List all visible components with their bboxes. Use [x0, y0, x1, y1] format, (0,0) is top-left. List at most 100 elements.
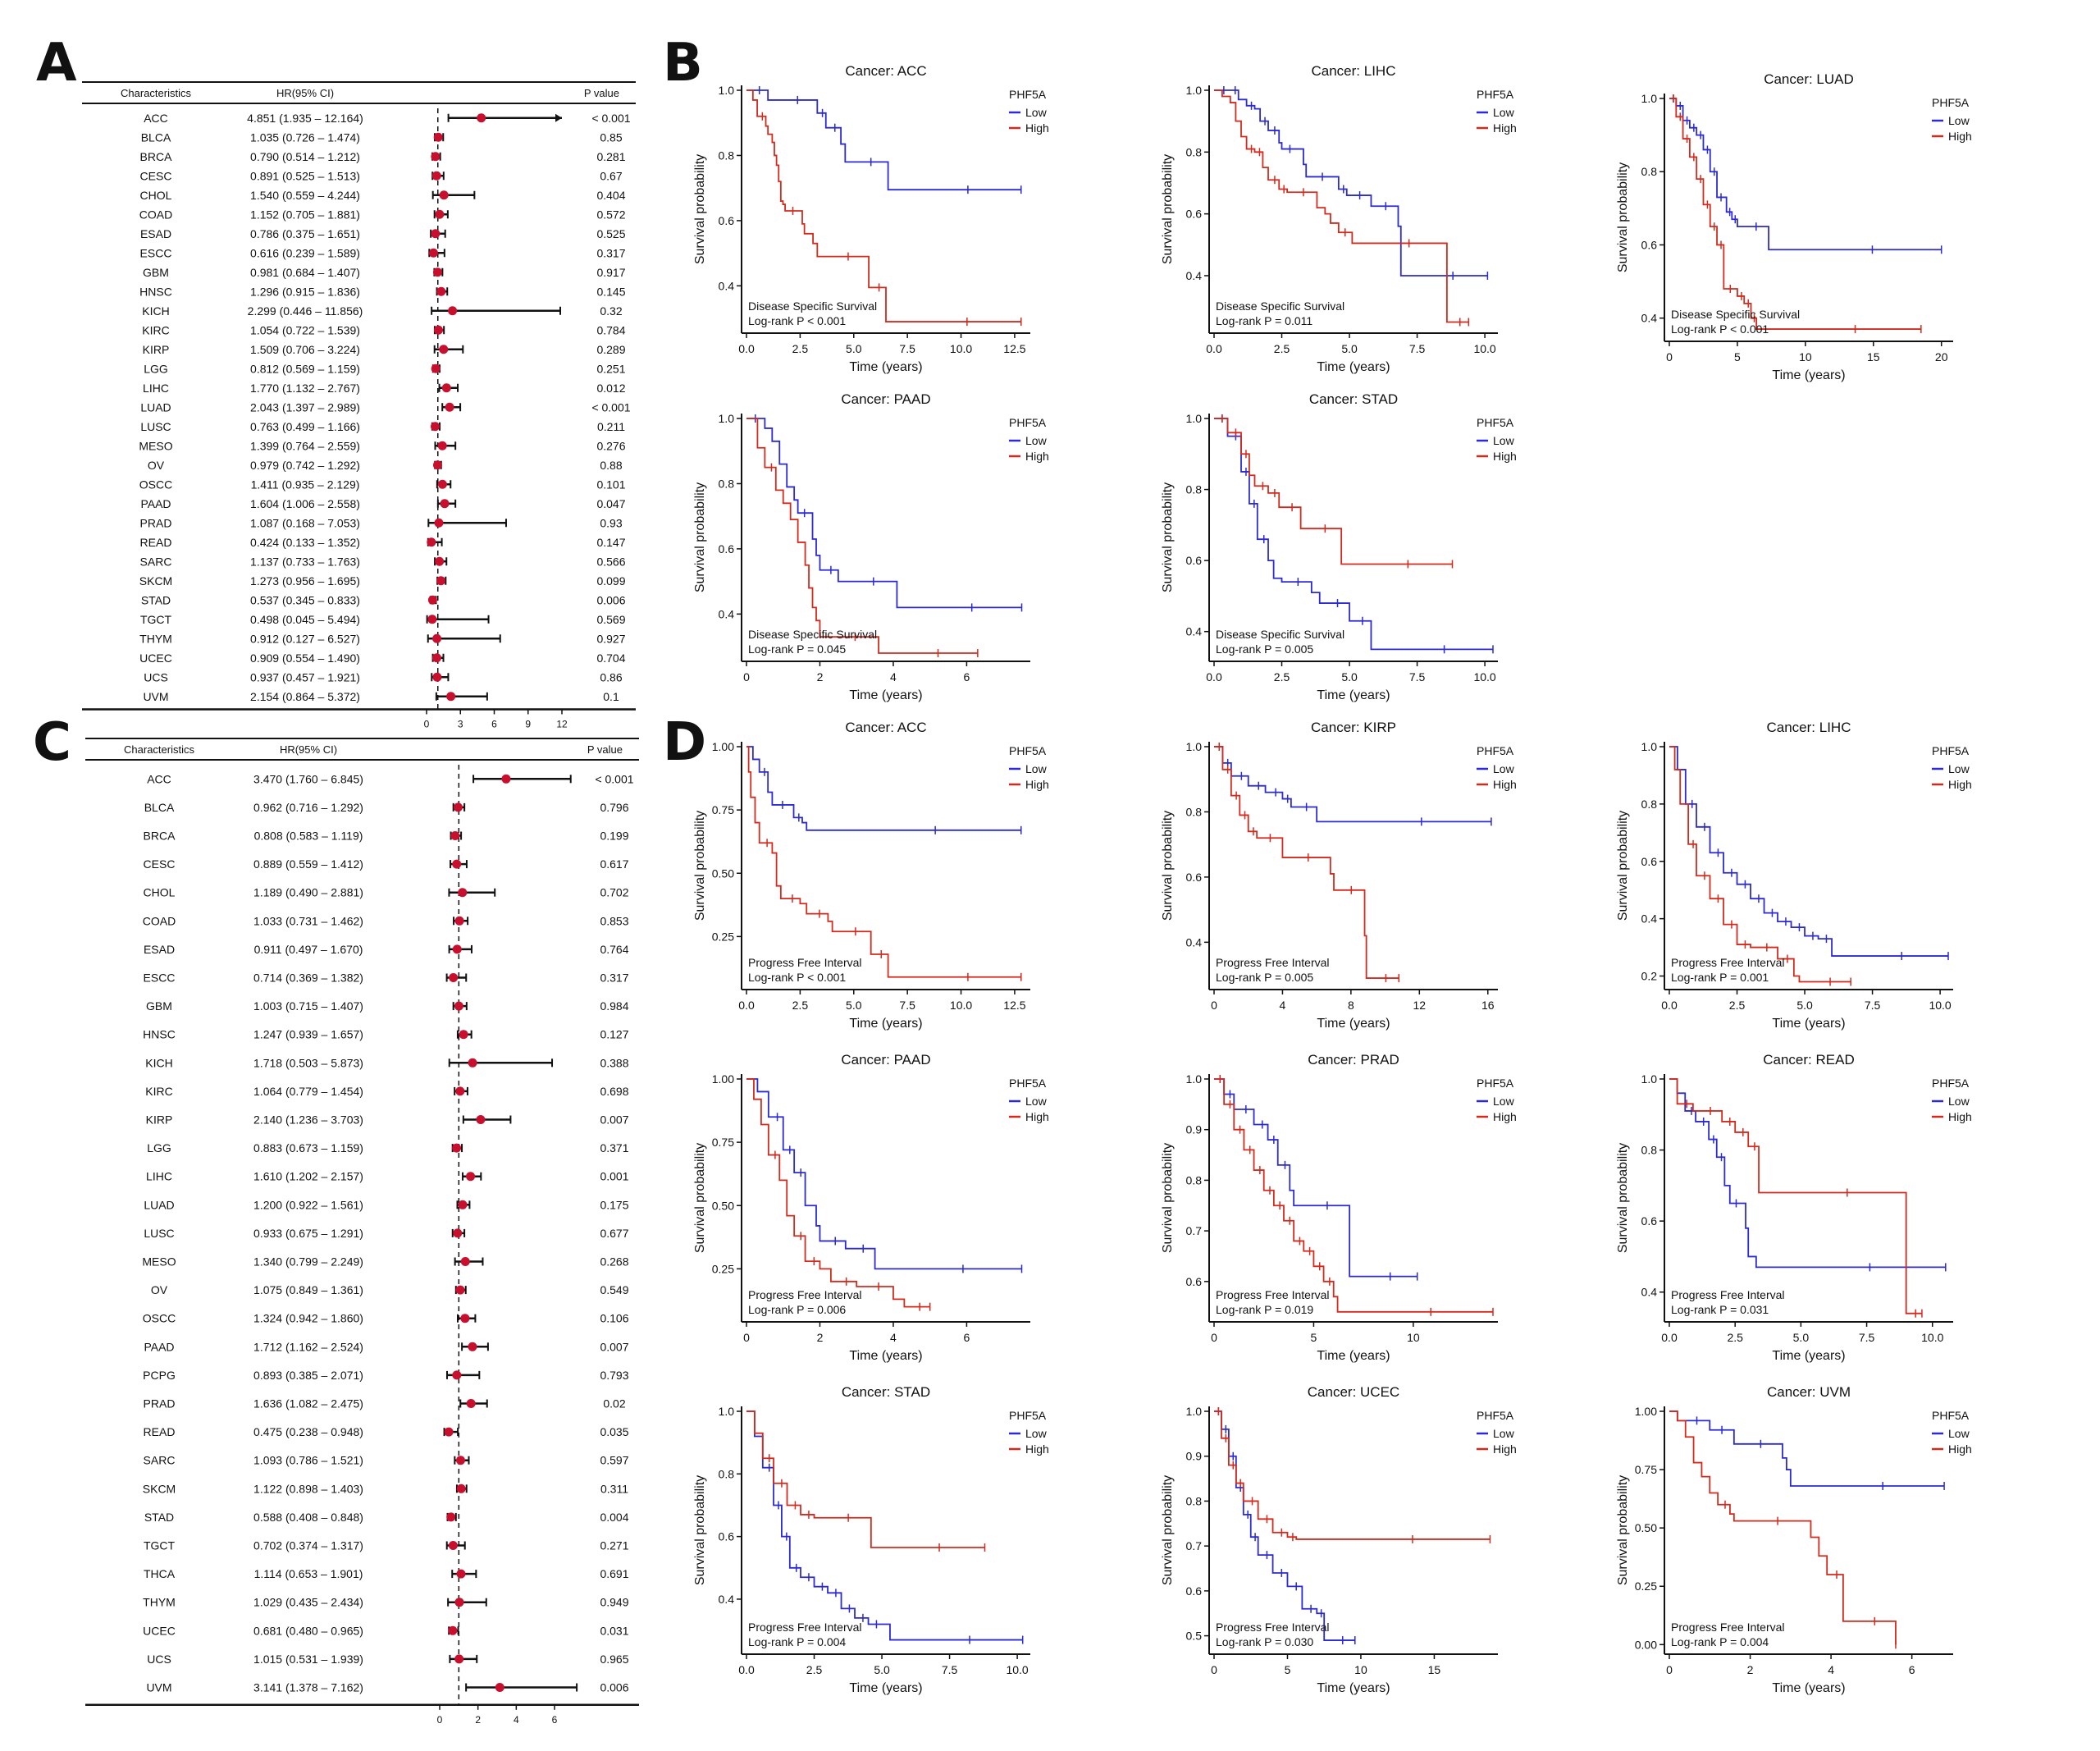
row-p-value: < 0.001: [591, 112, 630, 125]
hr-point: [458, 1200, 468, 1209]
x-tick-label: 20: [1935, 350, 1948, 363]
x-tick-label: 5: [1285, 1663, 1291, 1676]
x-tick-label: 6: [964, 1331, 970, 1344]
plot-title: Cancer: UVM: [1767, 1384, 1851, 1400]
curve-high: [1214, 89, 1469, 323]
y-tick-label: 0.4: [1641, 1286, 1658, 1299]
legend-label-high: High: [1948, 778, 1972, 791]
curve-high: [1214, 746, 1399, 979]
y-tick-label: 0.75: [712, 1136, 734, 1149]
hr-point: [455, 1086, 465, 1096]
x-tick-label: 0: [743, 1331, 750, 1344]
plot-title: Cancer: LIHC: [1312, 63, 1396, 79]
row-p-value: 0.311: [600, 1482, 628, 1495]
row-hr-label: 2.154 (0.864 – 5.372): [250, 690, 360, 703]
legend-label-low: Low: [1493, 1095, 1515, 1108]
row-p-value: 0.147: [596, 536, 625, 549]
row-hr-label: 1.273 (0.956 – 1.695): [250, 574, 360, 587]
x-tick-label: 0.0: [1206, 670, 1222, 683]
forest-row: KICH 2.299 (0.446 – 11.856) 0.32: [142, 304, 623, 318]
row-cancer-label: SKCM: [139, 574, 172, 587]
row-p-value: 0.035: [600, 1425, 628, 1438]
row-hr-label: 1.718 (0.503 – 5.873): [253, 1056, 363, 1069]
x-tick-label: 10.0: [1006, 1663, 1028, 1676]
row-cancer-label: LGG: [144, 362, 168, 375]
endpoint-annotation: Disease Specific Survival: [1216, 299, 1344, 313]
plot-title: Cancer: LIHC: [1767, 720, 1851, 735]
row-p-value: 0.099: [596, 574, 625, 587]
x-tick-label: 0: [424, 719, 430, 730]
y-axis-label: Survival probability: [693, 482, 707, 592]
y-tick-label: 1.00: [712, 740, 734, 753]
y-tick-label: 1.0: [1186, 1072, 1203, 1086]
row-hr-label: 1.324 (0.942 – 1.860): [253, 1312, 363, 1325]
y-tick-label: 1.0: [719, 84, 735, 97]
forest-row: ACC 3.470 (1.760 – 6.845) < 0.001: [147, 772, 634, 785]
hr-point: [427, 615, 437, 624]
legend-label-low: Low: [1493, 434, 1515, 447]
row-cancer-label: ACC: [147, 772, 171, 785]
row-hr-label: 3.141 (1.378 – 7.162): [253, 1681, 363, 1694]
row-cancer-label: KIRC: [142, 323, 169, 336]
y-tick-label: 0.50: [1635, 1521, 1657, 1534]
x-axis-label: Time (years): [1772, 1349, 1845, 1363]
km-plot: Cancer: READ 0.4 0.6 0.8 1.0 0.0 2.5 5.0 7.5 10.0…: [1604, 1046, 2014, 1374]
legend-label-high: High: [1493, 121, 1517, 135]
row-cancer-label: HNSC: [143, 1028, 176, 1041]
legend-title: PHF5A: [1477, 744, 1514, 757]
curve-high: [746, 1410, 985, 1548]
forest-row: KICH 1.718 (0.503 – 5.873) 0.388: [145, 1056, 628, 1069]
x-tick-label: 5.0: [1341, 342, 1358, 355]
x-tick-label: 6: [1909, 1663, 1915, 1676]
y-tick-label: 0.6: [719, 542, 735, 555]
forest-row: PRAD 1.636 (1.082 – 2.475) 0.02: [144, 1397, 626, 1410]
pvalue-annotation: Log-rank P = 0.005: [1216, 971, 1313, 984]
x-tick-label: 10: [1354, 1663, 1367, 1676]
forest-row: BRCA 0.790 (0.514 – 1.212) 0.281: [140, 150, 626, 163]
row-hr-label: 0.937 (0.457 – 1.921): [250, 670, 360, 683]
y-tick-label: 0.2: [1641, 970, 1658, 983]
x-tick-label: 10: [1407, 1331, 1420, 1344]
hr-point: [466, 1172, 476, 1182]
forest-row: ESAD 0.786 (0.375 – 1.651) 0.525: [140, 227, 626, 240]
x-tick-label: 8: [1348, 999, 1354, 1012]
x-axis-label: Time (years): [1772, 368, 1845, 382]
legend-label-low: Low: [1948, 762, 1970, 775]
row-hr-label: 0.891 (0.525 – 1.513): [250, 169, 360, 182]
forest-row: CESC 0.891 (0.525 – 1.513) 0.67: [140, 169, 623, 182]
y-tick-label: 0.4: [1186, 269, 1203, 282]
forest-plot-os: Characteristics HR(95% CI) P value ACC 4.851…: [82, 74, 636, 756]
curve-high: [1669, 98, 1921, 330]
row-cancer-label: READ: [144, 1425, 176, 1438]
curve-low: [1214, 1410, 1355, 1641]
y-axis-label: Survival probability: [1161, 482, 1175, 592]
x-tick-label: 3: [458, 719, 463, 730]
row-p-value: 0.86: [600, 670, 622, 683]
row-cancer-label: SARC: [144, 1454, 176, 1467]
forest-row: BRCA 0.808 (0.583 – 1.119) 0.199: [144, 830, 629, 843]
row-p-value: 0.796: [600, 801, 628, 814]
row-cancer-label: UVM: [146, 1681, 171, 1694]
x-axis-label: Time (years): [849, 1349, 922, 1363]
row-hr-label: 0.475 (0.238 – 0.948): [253, 1425, 363, 1438]
row-hr-label: 1.093 (0.786 – 1.521): [253, 1454, 363, 1467]
x-tick-label: 5.0: [1796, 999, 1813, 1012]
forest-row: ESAD 0.911 (0.497 – 1.670) 0.764: [144, 943, 629, 956]
forest-row: UVM 2.154 (0.864 – 5.372) 0.1: [143, 690, 619, 703]
x-tick-label: 5.0: [846, 999, 862, 1012]
row-hr-label: 1.033 (0.731 – 1.462): [253, 914, 363, 927]
row-p-value: 0.317: [596, 246, 625, 259]
x-tick-label: 10: [1799, 350, 1812, 363]
row-cancer-label: BLCA: [141, 130, 171, 144]
curve-low: [746, 1078, 1022, 1270]
row-hr-label: 1.712 (1.162 – 2.524): [253, 1340, 363, 1353]
km-svg: Cancer: PAAD 0.25 0.50 0.75 1.00 0 2 4 6 Time (ye…: [693, 1052, 1049, 1363]
km-svg: Cancer: LIHC 0.4 0.6 0.8 1.0 0.0 2.5 5.0 7.5 10.0…: [1161, 63, 1517, 374]
hr-point: [454, 916, 464, 926]
row-hr-label: 0.883 (0.673 – 1.159): [253, 1141, 363, 1154]
row-hr-label: 1.247 (0.939 – 1.657): [253, 1028, 363, 1041]
legend-label-high: High: [1948, 130, 1972, 143]
x-tick-label: 7.5: [1859, 1331, 1875, 1344]
y-axis-label: Survival probability: [693, 1143, 707, 1253]
row-hr-label: 0.424 (0.133 – 1.352): [250, 536, 360, 549]
